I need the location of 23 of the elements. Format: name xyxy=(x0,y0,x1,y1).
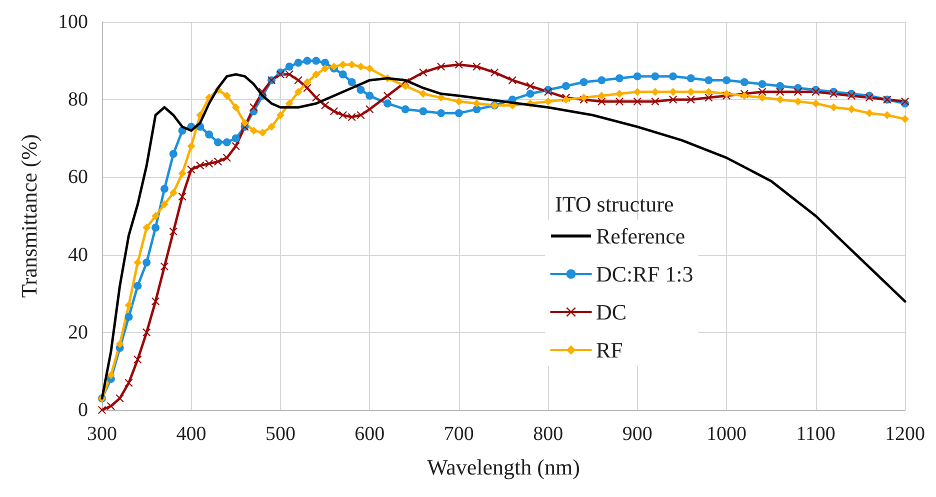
legend-label: Reference xyxy=(596,224,686,248)
x-tick-label: 1100 xyxy=(796,423,836,445)
x-tick-label: 600 xyxy=(354,423,385,445)
x-axis-title: Wavelength (nm) xyxy=(427,454,580,480)
x-tick-label: 1200 xyxy=(885,423,925,445)
y-tick-label: 100 xyxy=(58,11,88,33)
legend-label: RF xyxy=(596,338,623,362)
x-tick-label: 300 xyxy=(87,423,117,445)
y-tick-label: 40 xyxy=(68,244,88,266)
x-tick-label: 400 xyxy=(176,423,206,445)
x-tick-label: 900 xyxy=(622,423,652,445)
x-tick-label: 1000 xyxy=(706,423,747,445)
x-tick-label: 500 xyxy=(265,423,296,445)
y-tick-label: 60 xyxy=(68,166,88,188)
y-tick-label: 0 xyxy=(78,399,88,421)
x-tick-label: 800 xyxy=(533,423,564,445)
legend-title: ITO structure xyxy=(555,192,674,216)
x-tick-label: 700 xyxy=(444,423,474,445)
legend-label: DC:RF 1:3 xyxy=(596,262,694,286)
y-axis-title: Transmittance (%) xyxy=(16,134,42,298)
y-tick-label: 20 xyxy=(68,321,88,344)
legend-label: DC xyxy=(596,300,627,324)
y-tick-label: 80 xyxy=(68,88,88,111)
